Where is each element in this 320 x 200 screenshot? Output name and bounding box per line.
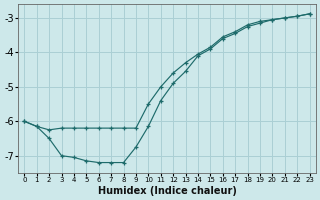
X-axis label: Humidex (Indice chaleur): Humidex (Indice chaleur) [98,186,236,196]
